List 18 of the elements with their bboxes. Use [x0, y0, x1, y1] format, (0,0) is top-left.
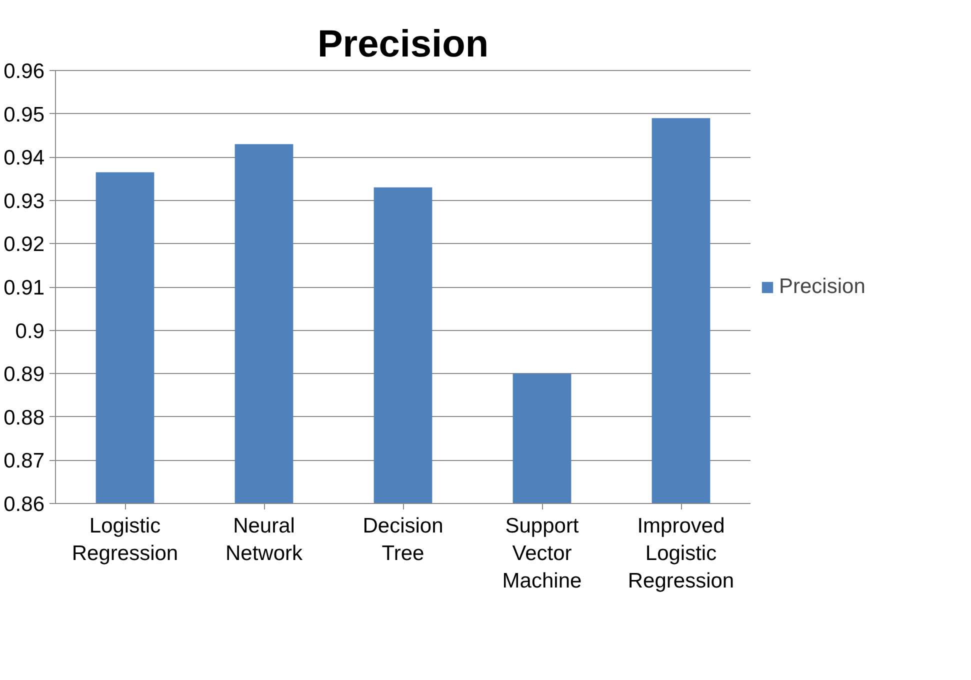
y-tick-label: 0.93	[4, 190, 45, 213]
legend-label: Precision	[779, 274, 866, 298]
y-tick-label: 0.86	[4, 493, 45, 516]
x-tick-label: Logistic Regression	[72, 514, 178, 566]
y-tick-label: 0.87	[4, 450, 45, 473]
y-tick-label: 0.96	[4, 60, 45, 83]
y-tick-label: 0.95	[4, 103, 45, 126]
x-tick-label: Support Vector Machine	[502, 514, 582, 593]
x-tick-label: Decision Tree	[362, 514, 444, 566]
chart-title: Precision	[317, 24, 489, 66]
y-tick-label: 0.88	[4, 406, 45, 430]
x-tick-label: Neural Network	[225, 514, 304, 566]
y-tick-label: 0.91	[4, 276, 45, 300]
y-tick-label: 0.92	[4, 233, 45, 256]
x-tick-label: Improved Logistic Regression	[628, 514, 734, 593]
y-tick-label: 0.89	[4, 363, 45, 386]
y-tick-label: 0.9	[15, 320, 45, 343]
y-tick-label: 0.94	[4, 146, 45, 170]
